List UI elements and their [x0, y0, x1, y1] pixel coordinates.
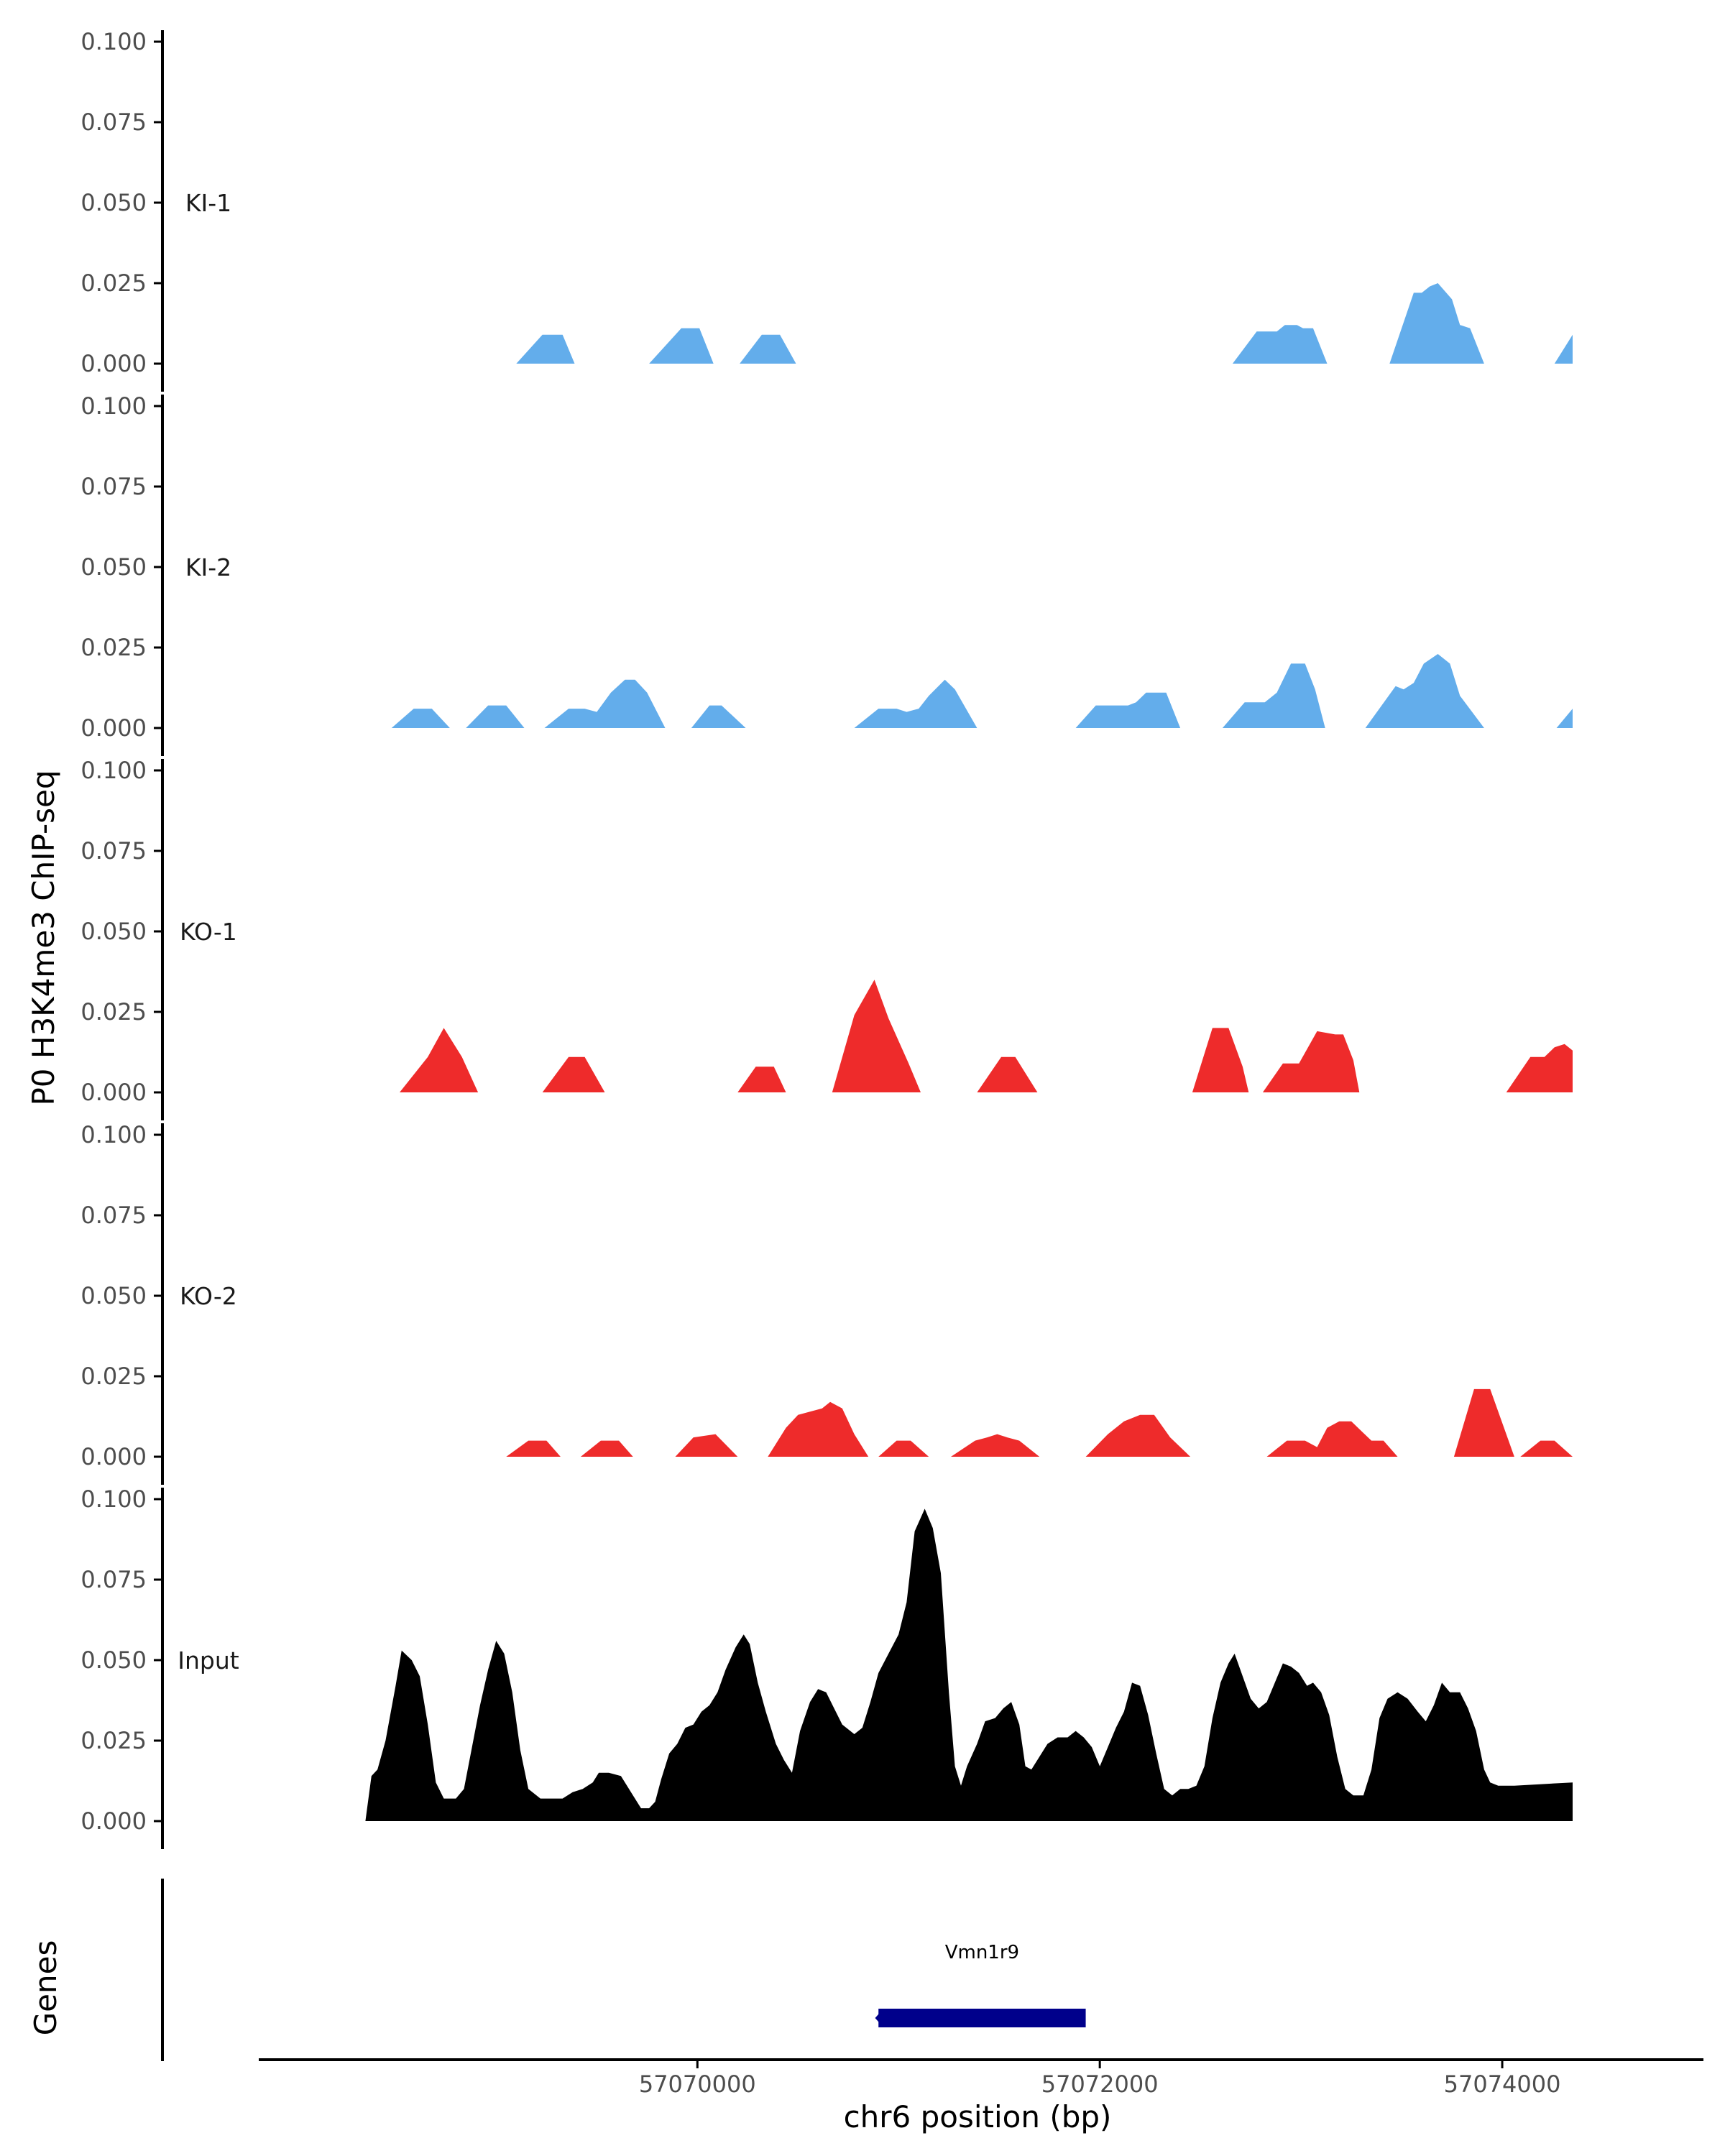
- y-tick-label: 0.025: [80, 270, 147, 297]
- y-tick-label: 0.100: [80, 1485, 147, 1513]
- y-tick-label: 0.025: [80, 998, 147, 1026]
- signal-area-ki-2: [391, 654, 1573, 728]
- genes-track-label: Genes: [28, 1940, 63, 2036]
- y-tick-label: 0.100: [80, 392, 147, 420]
- track-label: KO-2: [180, 1282, 237, 1310]
- y-tick-label: 0.050: [80, 1646, 147, 1674]
- y-tick-label: 0.050: [80, 189, 147, 216]
- y-tick-label: 0.100: [80, 1121, 147, 1148]
- y-tick-label: 0.050: [80, 553, 147, 581]
- signal-area-ki-1: [516, 283, 1573, 364]
- y-tick-label: 0.000: [80, 1807, 147, 1835]
- x-tick-label: 57072000: [1041, 2070, 1159, 2098]
- y-tick-label: 0.075: [80, 1566, 147, 1593]
- y-tick-label: 0.075: [80, 109, 147, 136]
- y-tick-label: 0.000: [80, 1443, 147, 1470]
- track-label: KI-1: [185, 189, 231, 217]
- gene-body: [878, 2009, 1086, 2027]
- track-label: KO-1: [180, 918, 237, 946]
- y-tick-label: 0.025: [80, 634, 147, 661]
- y-tick-label: 0.075: [80, 837, 147, 865]
- gene-name-label: Vmn1r9: [945, 1942, 1019, 1963]
- y-tick-label: 0.000: [80, 350, 147, 377]
- y-tick-label: 0.075: [80, 1202, 147, 1229]
- track-ko-2: 0.000 0.025 0.050 0.075 0.100 KO-2: [80, 1121, 1573, 1485]
- y-tick-label: 0.100: [80, 757, 147, 784]
- tracks-group: 0.0000.0250.0500.0750.100KI-10.0000.0250…: [80, 28, 1573, 1849]
- signal-area-ko-1: [400, 980, 1573, 1092]
- track-input: 0.000 0.025 0.050 0.075 0.100 Input: [80, 1485, 1573, 1849]
- y-tick-label: 0.025: [80, 1727, 147, 1754]
- x-axis-title: chr6 position (bp): [844, 2099, 1112, 2134]
- gene-strand-arrow: [875, 2010, 884, 2026]
- x-tick-label: 57074000: [1444, 2070, 1561, 2098]
- track-ki-2: 0.000 0.025 0.050 0.075 0.100 KI-2: [80, 392, 1573, 756]
- signal-area-ko-2: [506, 1388, 1573, 1457]
- y-tick-label: 0.100: [80, 28, 147, 55]
- signal-area-input: [365, 1508, 1573, 1821]
- genes-track: Genes Vmn1r9: [28, 1879, 1086, 2061]
- x-axis: 57070000 57072000 57074000: [259, 2058, 1703, 2098]
- y-tick-label: 0.025: [80, 1363, 147, 1390]
- track-label: Input: [178, 1646, 239, 1674]
- y-tick-label: 0.075: [80, 473, 147, 500]
- y-tick-label: 0.050: [80, 918, 147, 945]
- track-ko-1: 0.000 0.025 0.050 0.075 0.100 KO-1: [80, 757, 1573, 1120]
- x-tick-label: 57070000: [639, 2070, 756, 2098]
- track-ki-1: 0.000 0.025 0.050 0.075 0.100 KI-1: [80, 28, 1573, 392]
- y-tick-label: 0.050: [80, 1282, 147, 1309]
- y-axis-title: P0 H3K4me3 ChIP-seq: [26, 770, 61, 1105]
- y-tick-label: 0.000: [80, 714, 147, 742]
- track-label: KI-2: [185, 553, 231, 581]
- y-tick-label: 0.000: [80, 1079, 147, 1106]
